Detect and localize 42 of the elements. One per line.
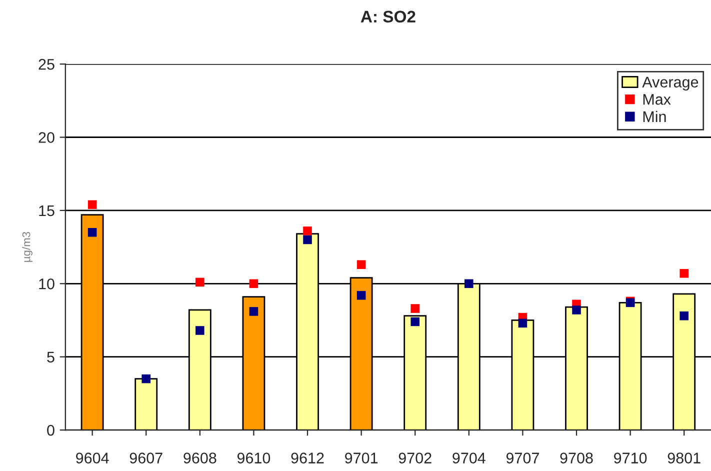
point	[356, 290, 366, 300]
x-tick-label: 9604	[76, 452, 109, 464]
x-tick-label: 9801	[668, 452, 700, 464]
legend-label: Min	[643, 110, 666, 122]
point	[196, 326, 204, 335]
point	[680, 311, 688, 320]
x-tick-label: 9607	[130, 452, 162, 464]
point	[88, 200, 97, 209]
y-tick-label: 0	[47, 424, 54, 436]
point	[572, 306, 581, 314]
point	[142, 374, 151, 384]
point	[410, 317, 420, 326]
point	[518, 318, 528, 328]
x-tick-label: 9702	[398, 452, 432, 464]
x-tick-label: 9701	[345, 452, 378, 464]
point	[249, 307, 258, 316]
y-tick-label: 20	[38, 132, 54, 143]
legend-label: Average	[642, 76, 698, 91]
x-tick-label: 9704	[452, 452, 486, 464]
bar	[134, 378, 158, 430]
point	[303, 226, 312, 236]
x-tick-label: 9707	[506, 452, 539, 464]
y-tick-label: 15	[39, 205, 54, 216]
chart-title: A: SO2	[360, 10, 416, 23]
x-tick-label: 9612	[291, 452, 324, 464]
x-tick-label: 9708	[560, 452, 593, 464]
x-tick-label: 9710	[614, 452, 647, 464]
x-tick-label: 9608	[184, 452, 216, 464]
point	[410, 304, 420, 313]
point	[249, 279, 258, 288]
y-tick-label: 25	[38, 58, 54, 70]
y-tick-label: 5	[47, 352, 54, 363]
point	[196, 278, 204, 287]
point	[464, 279, 474, 288]
point	[88, 228, 97, 237]
point	[303, 235, 312, 244]
y-tick-label: 10	[39, 278, 54, 290]
x-tick-label: 9610	[237, 452, 270, 464]
y-axis-title: µg/m3	[22, 232, 32, 262]
point	[356, 260, 366, 269]
point	[680, 268, 688, 278]
legend-label: Max	[643, 94, 671, 105]
